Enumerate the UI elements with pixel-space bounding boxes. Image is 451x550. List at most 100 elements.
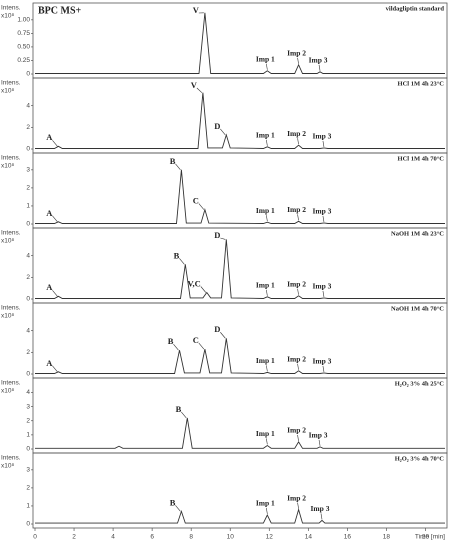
peak-leader xyxy=(322,215,325,222)
peak-leader xyxy=(175,505,181,512)
y-unit: x10⁸ xyxy=(1,463,14,470)
x-tick-label: 12 xyxy=(266,534,274,541)
y-label: Intens. xyxy=(1,155,21,162)
x-tick-label: 20 xyxy=(422,534,430,541)
peak-leader xyxy=(181,411,187,419)
y-tick-label: 0 xyxy=(26,296,30,303)
panel-title: NaOH 1M 4h 23°C xyxy=(391,230,444,237)
peak-label: C xyxy=(193,196,199,206)
peak-leader xyxy=(320,513,323,520)
peak-leader xyxy=(297,138,299,145)
peak-label: Imp 3 xyxy=(312,207,331,216)
peak-label: Imp 2 xyxy=(287,279,306,288)
y-tick-label: 0 xyxy=(26,146,30,153)
y-unit: x10⁸ xyxy=(1,313,14,320)
peak-leader xyxy=(52,140,58,147)
peak-label: Imp 1 xyxy=(256,54,275,63)
y-tick-label: 3 xyxy=(26,467,30,474)
peak-label: Imp 2 xyxy=(287,354,306,363)
peak-label: Imp 1 xyxy=(256,356,275,365)
trace xyxy=(35,239,445,299)
y-tick-label: 1 xyxy=(26,203,30,210)
x-tick-label: 18 xyxy=(383,534,391,541)
peak-leader xyxy=(198,342,205,350)
y-tick-label: 0 xyxy=(26,521,30,528)
peak-label: A xyxy=(46,208,53,218)
x-label: Time [min] xyxy=(415,534,445,541)
peak-label: C xyxy=(193,335,199,345)
panel-frame xyxy=(32,302,448,379)
y-tick-label: 2 xyxy=(26,485,30,492)
panel-title: HCl 1M 4h 23°C xyxy=(398,80,445,87)
y-tick-label: 2 xyxy=(26,349,30,356)
peak-label: Imp 1 xyxy=(256,499,275,508)
peak-label: B xyxy=(170,497,176,507)
peak-leader xyxy=(297,57,299,64)
peak-leader xyxy=(196,87,203,93)
y-unit: x10⁸ xyxy=(1,163,14,170)
trace xyxy=(35,12,445,74)
peak-leader xyxy=(266,507,268,515)
y-label: Intens. xyxy=(1,305,21,312)
peak-label: Imp 1 xyxy=(256,429,275,438)
y-label: Intens. xyxy=(1,230,21,237)
panel-frame xyxy=(32,452,448,529)
peak-label: V,C xyxy=(187,278,200,288)
peak-leader xyxy=(220,128,226,136)
peak-label: A xyxy=(46,282,53,292)
x-tick-label: 16 xyxy=(344,534,352,541)
peak-label: Imp 3 xyxy=(312,132,331,141)
peak-label: Imp 2 xyxy=(287,426,306,435)
y-tick-label: 0.75 xyxy=(17,30,30,37)
peak-leader xyxy=(266,365,268,372)
peak-label: Imp 3 xyxy=(312,357,331,366)
y-label: Intens. xyxy=(1,380,21,387)
peak-leader xyxy=(179,258,185,265)
panel-title: NaOH 1M 4h 70°C xyxy=(391,305,444,312)
panel-frame xyxy=(32,377,448,454)
peak-leader xyxy=(52,290,58,297)
y-label: Intens. xyxy=(1,5,21,12)
x-tick-label: 0 xyxy=(33,534,37,541)
trace xyxy=(35,92,445,149)
y-tick-label: 0 xyxy=(26,221,30,228)
panel-title: H₂O₂ 3% 4h 25°C xyxy=(395,380,445,387)
y-tick-label: 0 xyxy=(26,71,30,78)
y-unit: x10⁸ xyxy=(1,238,14,245)
peak-label: D xyxy=(214,230,220,240)
y-unit: x10⁸ xyxy=(1,13,14,20)
trace xyxy=(35,507,445,524)
x-tick-label: 8 xyxy=(189,534,193,541)
peak-label: Imp 1 xyxy=(256,206,275,215)
peak-leader xyxy=(266,289,268,296)
peak-leader xyxy=(266,438,268,445)
y-tick-label: 2 xyxy=(26,274,30,281)
peak-label: Imp 3 xyxy=(309,431,328,440)
y-tick-label: 3 xyxy=(26,403,30,410)
trace-label: BPC MS+ xyxy=(38,5,82,16)
y-tick-label: 1 xyxy=(26,432,30,439)
peak-leader xyxy=(52,365,58,373)
peak-label: V xyxy=(193,5,200,15)
peak-leader xyxy=(322,140,325,147)
peak-label: D xyxy=(214,121,220,131)
y-tick-label: 0 xyxy=(26,446,30,453)
peak-leader xyxy=(200,286,207,293)
y-tick-label: 2 xyxy=(26,185,30,192)
peak-leader xyxy=(318,439,321,446)
y-tick-label: 1 xyxy=(26,503,30,510)
y-tick-label: 0.25 xyxy=(17,57,30,64)
peak-leader xyxy=(175,163,181,171)
peak-leader xyxy=(198,203,205,210)
peak-label: Imp 3 xyxy=(309,56,328,65)
peak-leader xyxy=(322,365,325,372)
panel-frame xyxy=(32,77,448,154)
peak-label: Imp 2 xyxy=(287,205,306,214)
peak-leader xyxy=(266,63,268,70)
peak-label: Imp 3 xyxy=(312,282,331,291)
peak-label: Imp 1 xyxy=(256,281,275,290)
peak-leader xyxy=(297,288,299,295)
x-tick-label: 4 xyxy=(111,534,115,541)
x-tick-label: 6 xyxy=(150,534,154,541)
panel-title: vildagliptin standard xyxy=(386,5,445,12)
